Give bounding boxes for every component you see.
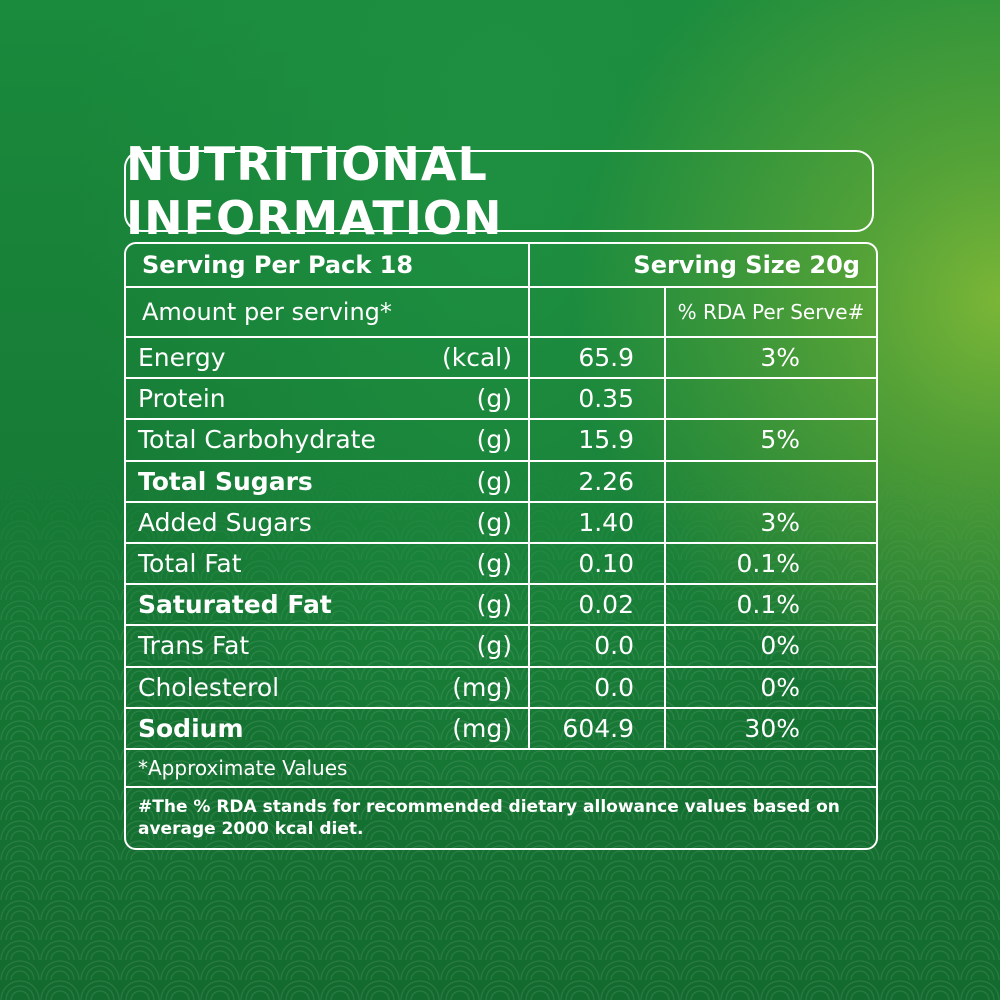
table-row: Cholesterol (mg) 0.0 0% [126, 667, 876, 709]
nutrient-rda [666, 462, 800, 501]
table-row: Total Fat (g) 0.10 0.1% [126, 544, 876, 586]
nutrient-value: 1.40 [578, 507, 634, 537]
table-row: Saturated Fat (g) 0.02 0.1% [126, 585, 876, 627]
table-row: Protein (g) 0.35 [126, 379, 876, 421]
column-divider [664, 544, 666, 584]
nutrient-unit: (g) [476, 425, 512, 455]
column-divider [528, 502, 530, 542]
column-divider [664, 379, 666, 419]
nutrient-unit: (g) [476, 507, 512, 537]
background-pattern [0, 460, 1000, 1000]
nutrient-name: Total Carbohydrate [138, 425, 376, 455]
title-box: NUTRITIONAL INFORMATION [124, 137, 874, 245]
column-divider [528, 544, 530, 584]
approx-note-row: *Approximate Values [126, 750, 876, 788]
nutrient-name: Added Sugars [138, 507, 312, 537]
column-divider [664, 667, 666, 707]
column-divider [664, 708, 666, 748]
nutrient-name: Protein [138, 384, 226, 414]
nutrient-value: 0.0 [594, 672, 634, 702]
table-row: Total Carbohydrate (g) 15.9 5% [126, 420, 876, 462]
nutrient-unit: (g) [476, 384, 512, 414]
nutrient-name: Total Fat [138, 549, 242, 579]
nutrient-value: 2.26 [578, 466, 634, 496]
nutrient-unit: (g) [476, 549, 512, 579]
table-row: Added Sugars (g) 1.40 3% [126, 502, 876, 544]
nutrient-rda: 0% [760, 631, 800, 661]
nutrient-name: Cholesterol [138, 672, 280, 702]
nutrient-unit: (g) [476, 590, 512, 620]
rda-header: % RDA Per Serve# [677, 300, 865, 324]
nutrient-unit: (mg) [452, 713, 512, 743]
column-divider [664, 420, 666, 460]
table-row: Trans Fat (g) 0.0 0% [126, 626, 876, 668]
column-divider [528, 244, 530, 286]
nutrient-value: 15.9 [578, 425, 634, 455]
serving-per-pack: Serving Per Pack 18 [142, 251, 414, 279]
column-divider [664, 461, 666, 501]
nutrient-name: Energy [138, 343, 226, 373]
column-divider [664, 338, 666, 378]
nutrient-rda: 0% [760, 672, 800, 702]
nutrient-rda: 5% [760, 425, 800, 455]
serving-row: Serving Per Pack 18 Serving Size 20g [126, 244, 876, 288]
serving-size: Serving Size 20g [633, 251, 860, 279]
amount-per-serving: Amount per serving* [142, 298, 392, 326]
nutrient-unit: (g) [476, 631, 512, 661]
table-row: Total Sugars (g) 2.26 [126, 461, 876, 503]
column-divider [664, 502, 666, 542]
nutrient-value: 0.02 [578, 590, 634, 620]
amount-header-row: Amount per serving* % RDA Per Serve# [126, 288, 876, 338]
nutrient-rda [666, 379, 800, 418]
nutrient-name: Sodium [138, 713, 244, 743]
nutrient-name: Trans Fat [138, 631, 250, 661]
nutrient-value: 604.9 [562, 713, 634, 743]
nutrient-rda: 30% [744, 713, 800, 743]
nutrient-rda: 0.1% [736, 590, 800, 620]
nutrient-name: Saturated Fat [138, 590, 332, 620]
nutrient-rda: 0.1% [736, 549, 800, 579]
nutrient-unit: (mg) [452, 672, 512, 702]
table-row: Energy (kcal) 65.9 3% [126, 338, 876, 380]
column-divider [528, 626, 530, 666]
column-divider [528, 420, 530, 460]
nutrient-value: 0.35 [578, 384, 634, 414]
rda-note: #The % RDA stands for recommended dietar… [138, 797, 840, 839]
nutrient-value: 0.0 [594, 631, 634, 661]
nutrient-value: 65.9 [578, 343, 634, 373]
column-divider [528, 379, 530, 419]
approx-note: *Approximate Values [138, 756, 348, 780]
page-title: NUTRITIONAL INFORMATION [126, 137, 503, 245]
nutrient-rda: 3% [760, 507, 800, 537]
column-divider [664, 288, 666, 336]
column-divider [664, 626, 666, 666]
nutrient-unit: (kcal) [442, 343, 512, 373]
nutrient-value: 0.10 [578, 549, 634, 579]
rda-note-row: #The % RDA stands for recommended dietar… [126, 788, 876, 848]
column-divider [528, 667, 530, 707]
column-divider [664, 585, 666, 625]
nutrient-unit: (g) [476, 466, 512, 496]
nutrient-name: Total Sugars [138, 466, 313, 496]
nutrition-table: Serving Per Pack 18 Serving Size 20g Amo… [124, 242, 878, 850]
nutrient-rda: 3% [760, 343, 800, 373]
column-divider [528, 461, 530, 501]
column-divider [528, 338, 530, 378]
column-divider [528, 708, 530, 748]
column-divider [528, 288, 530, 336]
column-divider [528, 585, 530, 625]
table-row: Sodium (mg) 604.9 30% [126, 708, 876, 750]
